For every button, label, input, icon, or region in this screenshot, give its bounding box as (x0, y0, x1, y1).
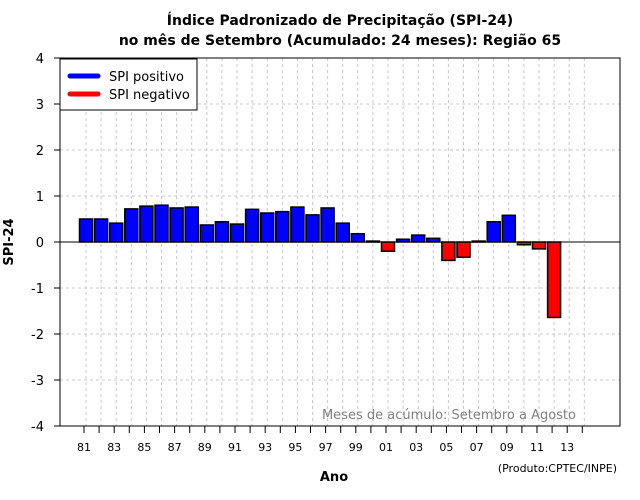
bar-1998 (335, 222, 350, 243)
bar-1985 (139, 205, 154, 243)
y-tick-label: -3 (31, 374, 44, 389)
legend: SPI positivo SPI negativo (59, 58, 198, 111)
bar-2004 (426, 237, 441, 243)
bar-1987 (169, 207, 184, 243)
legend-box (59, 58, 198, 111)
x-tick-label: 99 (349, 441, 363, 454)
y-tick-label: 4 (36, 52, 44, 67)
bar-1997 (320, 207, 335, 243)
y-tick-label: 2 (36, 144, 44, 159)
y-tick-label: -1 (31, 282, 44, 297)
y-axis-label: SPI-24 (2, 218, 17, 265)
y-tick-label: 0 (36, 236, 44, 251)
bar-1999 (350, 232, 366, 243)
bar-2006 (456, 241, 471, 258)
x-tick-label: 81 (77, 441, 91, 454)
x-tick-label: 83 (107, 441, 121, 454)
product-credit: (Produto:CPTEC/INPE) (498, 462, 617, 475)
bar-2008 (486, 221, 501, 243)
x-tick-label: 05 (439, 441, 453, 454)
bar-1983 (108, 222, 124, 243)
x-tick-label: 09 (500, 441, 514, 454)
legend-label-positive: SPI positivo (109, 70, 184, 85)
x-tick-label: 87 (168, 441, 182, 454)
bar-1995 (290, 206, 305, 243)
legend-label-negative: SPI negativo (109, 88, 190, 103)
x-tick-label: 85 (137, 441, 151, 454)
bar-1981 (78, 218, 94, 243)
bar-2012 (546, 241, 562, 319)
x-tick-label: 11 (530, 441, 544, 454)
y-tick-label: 1 (36, 190, 44, 205)
accumulation-note: Meses de acúmulo: Setembro a Agosto (322, 408, 576, 423)
x-tick-label: 95 (288, 441, 302, 454)
bar-2009 (501, 214, 517, 243)
y-tick-label: -4 (31, 420, 44, 435)
x-tick-label: 89 (198, 441, 212, 454)
y-axis: 4 3 2 1 0 -1 -2 -3 -4 (31, 52, 60, 435)
y-tick-label: -2 (31, 328, 44, 343)
x-tick-label: 01 (379, 441, 393, 454)
x-tick-label: 91 (228, 441, 242, 454)
bar-1984 (124, 208, 139, 243)
y-tick-label: 3 (36, 98, 44, 113)
bar-1986 (154, 204, 169, 243)
bar-1988 (184, 206, 199, 243)
bars (78, 204, 562, 319)
bar-1990 (214, 221, 230, 243)
bar-2001 (380, 241, 396, 252)
bar-1989 (199, 224, 215, 243)
x-tick-label: 07 (470, 441, 484, 454)
bar-2003 (410, 234, 426, 243)
x-tick-label: 13 (560, 441, 574, 454)
x-tick-label: 93 (258, 441, 272, 454)
chart-title: Índice Padronizado de Precipitação (SPI-… (167, 12, 513, 29)
x-axis: 81 83 85 87 89 91 93 95 97 99 01 03 05 07 09 11 13 (77, 426, 583, 454)
x-tick-label: 97 (319, 441, 333, 454)
x-tick-label: 03 (409, 441, 423, 454)
bar-1994 (275, 210, 290, 243)
x-axis-label: Ano (320, 470, 348, 485)
bar-1993 (259, 212, 275, 243)
grid-lines (60, 58, 620, 426)
bar-2011 (531, 241, 547, 250)
chart-subtitle: no mês de Setembro (Acumulado: 24 meses)… (119, 33, 561, 49)
bar-1996 (305, 214, 320, 243)
bar-1982 (93, 218, 109, 243)
bar-1991 (229, 223, 245, 243)
bar-2005 (441, 241, 456, 262)
bar-1992 (244, 208, 260, 243)
